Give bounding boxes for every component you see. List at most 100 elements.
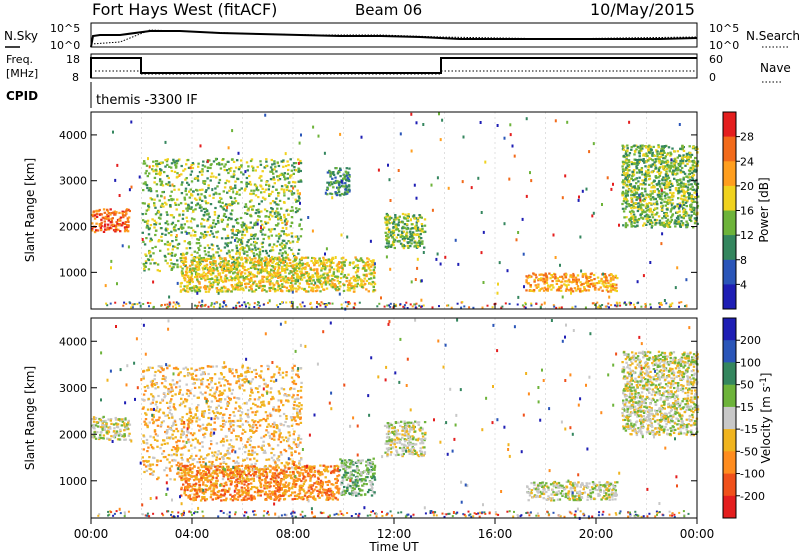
data-cell: [237, 261, 240, 264]
data-cell: [144, 389, 147, 392]
data-cell: [163, 396, 166, 399]
data-cell-ground: [376, 305, 379, 308]
data-cell: [100, 221, 103, 224]
data-cell-ground: [215, 301, 218, 304]
data-cell: [204, 200, 207, 203]
data-cell: [254, 221, 258, 224]
data-cell: [211, 283, 214, 286]
data-cell: [168, 165, 171, 168]
data-cell: [631, 174, 634, 178]
data-cell: [271, 210, 274, 213]
data-cell: [127, 419, 130, 422]
data-cell-sparse: [299, 192, 301, 196]
data-cell: [206, 169, 209, 173]
data-cell: [211, 248, 214, 251]
data-cell: [648, 157, 651, 160]
data-cell: [236, 249, 239, 252]
data-cell: [185, 216, 188, 219]
data-cell-sparse: [338, 292, 341, 296]
data-cell: [316, 272, 319, 275]
data-cell: [417, 220, 420, 223]
data-cell: [94, 417, 98, 420]
data-cell: [415, 233, 418, 237]
data-cell: [220, 237, 224, 240]
data-cell: [237, 256, 240, 259]
data-cell: [164, 165, 167, 168]
data-cell: [230, 284, 233, 287]
data-cell: [670, 219, 674, 222]
data-cell: [121, 420, 125, 423]
data-cell: [399, 242, 403, 245]
data-cell: [152, 160, 155, 163]
data-cell: [280, 254, 284, 257]
data-cell: [289, 190, 292, 193]
data-cell: [107, 223, 110, 226]
data-cell: [292, 267, 295, 270]
data-cell: [189, 389, 192, 392]
data-cell: [277, 194, 280, 197]
data-cell: [193, 197, 197, 200]
data-cell: [675, 189, 679, 192]
data-cell: [118, 217, 121, 221]
data-cell: [187, 232, 190, 235]
data-cell: [270, 249, 273, 252]
data-cell: [535, 276, 538, 279]
data-cell: [246, 250, 249, 253]
data-cell: [201, 164, 205, 167]
data-cell: [410, 223, 414, 226]
data-cell: [217, 214, 220, 217]
data-cell: [667, 184, 671, 187]
data-cell: [638, 196, 642, 199]
data-cell: [250, 370, 253, 374]
data-cell: [263, 275, 266, 278]
data-cell: [661, 204, 664, 207]
data-cell: [203, 225, 206, 228]
data-cell-ground: [136, 303, 139, 306]
data-cell-sparse: [422, 123, 425, 126]
data-cell: [160, 194, 163, 197]
data-cell: [280, 230, 283, 233]
data-cell: [282, 190, 286, 193]
data-cell: [238, 280, 241, 283]
data-cell: [203, 284, 207, 288]
data-cell: [529, 284, 532, 287]
data-cell: [400, 233, 403, 237]
data-cell: [265, 210, 269, 213]
data-cell: [215, 176, 218, 179]
data-cell: [170, 234, 173, 237]
data-cell: [686, 157, 689, 160]
data-cell-sparse: [414, 278, 417, 281]
data-cell: [224, 257, 227, 260]
data-cell: [270, 269, 273, 272]
data-cell: [228, 270, 231, 273]
data-cell: [296, 192, 300, 195]
data-cell: [117, 434, 121, 437]
data-cell: [659, 171, 663, 174]
data-cell-sparse: [503, 136, 506, 140]
data-cell: [421, 229, 424, 233]
data-cell: [147, 206, 151, 209]
data-cell: [237, 231, 240, 234]
data-cell: [658, 195, 661, 198]
date-label: 10/May/2015: [590, 0, 695, 19]
data-cell: [348, 283, 352, 286]
data-cell: [296, 240, 299, 243]
data-cell: [281, 285, 284, 288]
data-cell-ground: [235, 304, 238, 307]
data-cell: [385, 223, 389, 226]
data-cell: [187, 166, 191, 169]
data-cell: [632, 162, 636, 166]
data-cell: [128, 209, 131, 213]
data-cell: [198, 273, 201, 276]
data-cell: [301, 262, 305, 265]
data-cell-ground: [405, 301, 408, 304]
data-cell: [276, 289, 279, 292]
data-cell: [345, 173, 349, 176]
data-cell: [234, 286, 238, 289]
data-cell: [258, 264, 261, 267]
data-cell: [268, 274, 272, 277]
data-cell-sparse: [638, 193, 641, 197]
data-cell: [341, 266, 344, 269]
data-cell: [547, 284, 550, 287]
data-cell: [691, 207, 695, 210]
